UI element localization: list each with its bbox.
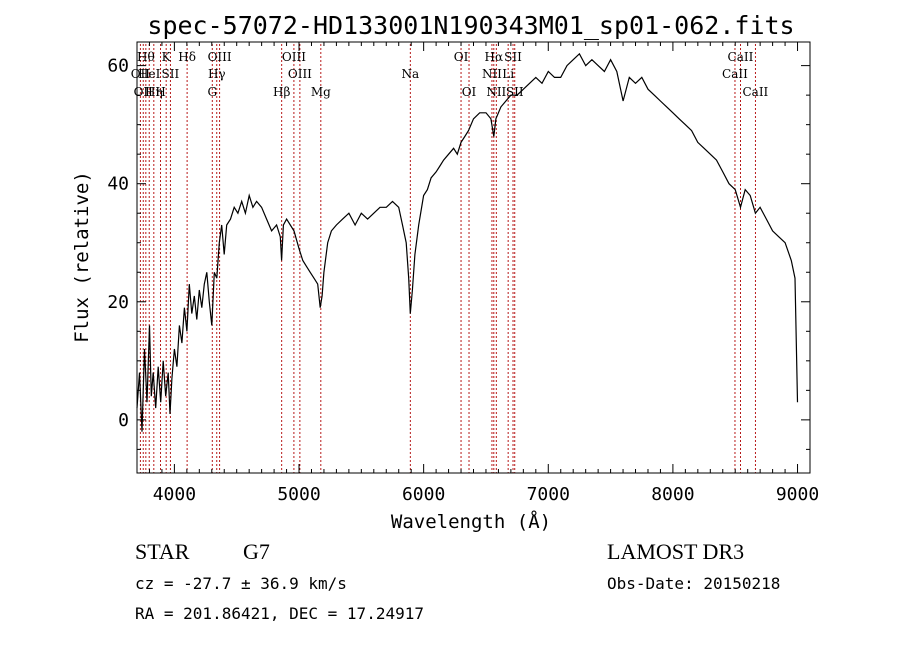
x-tick-label: 8000: [651, 484, 694, 505]
line-label: OI: [462, 85, 477, 99]
line-label: OI: [454, 50, 469, 64]
object-subclass: G7: [243, 539, 270, 564]
ra-dec-value: RA = 201.86421, DEC = 17.24917: [135, 604, 424, 623]
line-label: OII: [131, 67, 151, 81]
y-tick-label: 0: [118, 410, 129, 431]
line-label: OIII: [282, 50, 306, 64]
redshift-value: cz = -27.7 ± 36.9 km/s: [135, 574, 347, 593]
x-axis-label: Wavelength (Å): [391, 510, 551, 533]
line-label: Na: [401, 67, 419, 81]
line-label: Hγ: [208, 67, 226, 81]
line-label: OIII: [288, 67, 312, 81]
line-label: Hθ: [137, 50, 155, 64]
line-label: H: [155, 85, 165, 99]
line-label: K: [162, 50, 172, 64]
line-label: OIII: [208, 50, 232, 64]
line-label: CaII: [728, 50, 754, 64]
line-label: CaII: [722, 67, 748, 81]
emission-lines: [139, 44, 756, 473]
observation-date: Obs-Date: 20150218: [607, 574, 780, 593]
line-label: Hα: [485, 50, 504, 64]
line-labels: OIIOIIHθHeIHηHKSIIHδGHγOIIIHβOIIIOIIIMgN…: [131, 50, 769, 99]
line-label: Hη: [145, 85, 163, 99]
line-label: NII: [482, 67, 502, 81]
x-tick-label: 5000: [277, 484, 320, 505]
x-tick-label: 7000: [527, 484, 570, 505]
y-axis-label: Flux (relative): [71, 171, 93, 343]
line-label: NII: [486, 85, 506, 99]
plot-frame: [136, 41, 811, 474]
line-label: HeI: [138, 67, 161, 81]
line-label: Hβ: [273, 85, 290, 99]
spectrum-line: [136, 52, 799, 432]
line-label: CaII: [742, 85, 768, 99]
x-tick-label: 9000: [776, 484, 819, 505]
y-tick-label: 40: [107, 174, 129, 195]
survey-name: LAMOST DR3: [607, 539, 744, 564]
object-class: STAR: [135, 539, 190, 564]
line-label: Li: [502, 67, 514, 81]
axis-ticks: 4000 5000 6000 7000 8000 9000 0 20 40 60: [107, 42, 819, 505]
y-tick-label: 20: [107, 292, 129, 313]
y-tick-label: 60: [107, 56, 129, 77]
line-label: SII: [504, 50, 522, 64]
x-tick-label: 6000: [402, 484, 445, 505]
line-label: Mg: [311, 85, 331, 99]
x-tick-label: 4000: [153, 484, 196, 505]
chart-title: spec-57072-HD133001N190343M01_sp01-062.f…: [147, 11, 794, 40]
line-label: SII: [162, 67, 180, 81]
line-label: G: [207, 85, 217, 99]
line-label: Hδ: [178, 50, 196, 64]
